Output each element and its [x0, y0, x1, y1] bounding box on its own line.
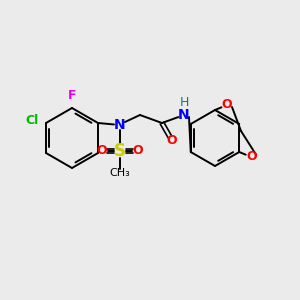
Text: F: F [68, 89, 76, 102]
Text: CH₃: CH₃ [110, 168, 130, 178]
Text: Cl: Cl [26, 115, 39, 128]
Text: O: O [167, 134, 177, 148]
Text: S: S [114, 142, 126, 160]
Text: O: O [222, 98, 232, 112]
Text: H: H [179, 96, 189, 109]
Text: N: N [178, 108, 190, 122]
Text: N: N [114, 118, 126, 132]
Text: O: O [133, 145, 143, 158]
Text: O: O [97, 145, 107, 158]
Text: O: O [246, 151, 256, 164]
